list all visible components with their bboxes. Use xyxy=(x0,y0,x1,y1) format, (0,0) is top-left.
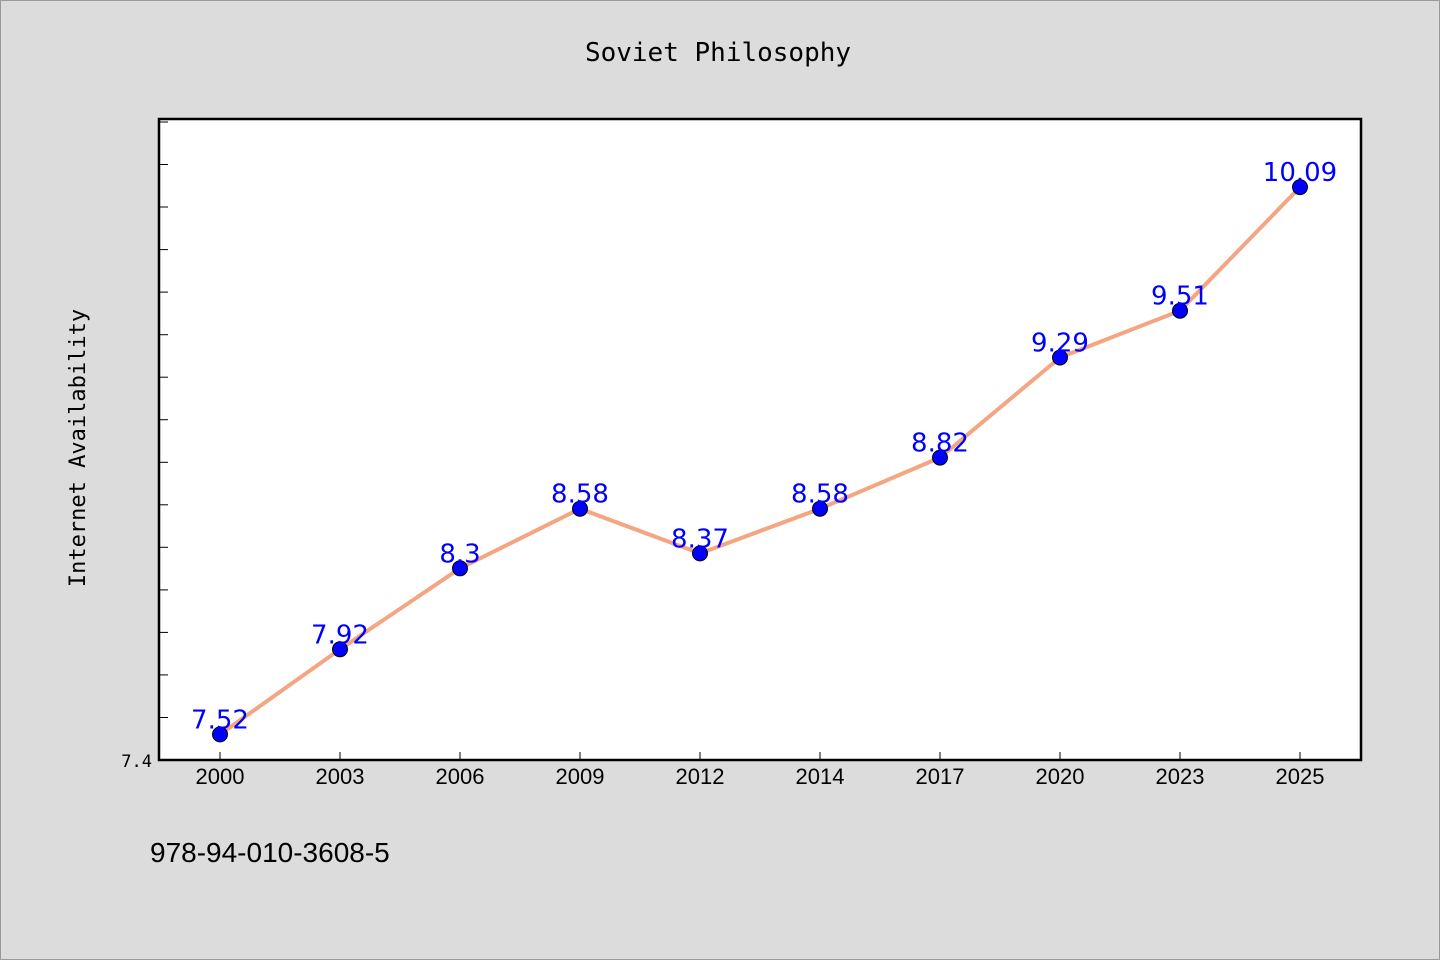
x-tick-label: 2017 xyxy=(916,764,965,789)
series-line xyxy=(218,185,1302,737)
data-point-marker xyxy=(212,726,228,743)
y-axis-ticks xyxy=(159,121,168,718)
data-label: 8.58 xyxy=(551,480,609,510)
data-point-marker xyxy=(1052,349,1068,366)
y-tick-label: 7.4 xyxy=(121,752,152,772)
x-axis-tick-labels: 2000 2003 2006 2009 2012 2014 2017 2020 2023 2025 xyxy=(196,764,1325,789)
x-tick-label: 2009 xyxy=(556,764,605,789)
data-label: 8.58 xyxy=(791,480,849,510)
data-point-marker xyxy=(332,641,348,658)
x-tick-label: 2006 xyxy=(436,764,485,789)
data-label: 8.37 xyxy=(671,524,729,554)
data-point-marker xyxy=(692,545,708,562)
y-axis-label: Internet Availability xyxy=(66,309,91,587)
x-tick-label: 2012 xyxy=(676,764,725,789)
x-tick-label: 2014 xyxy=(796,764,845,789)
footnote-text: 978-94-010-3608-5 xyxy=(150,837,390,868)
data-point-marker xyxy=(932,449,948,466)
x-tick-label: 2000 xyxy=(196,764,245,789)
data-label: 8.3 xyxy=(439,539,480,569)
data-label: 9.29 xyxy=(1031,329,1089,359)
plot-area xyxy=(157,117,1363,762)
data-labels: 7.52 7.92 8.3 8.58 8.37 8.58 8.82 9.29 9.51 10.09 xyxy=(191,158,1337,735)
x-tick-label: 2020 xyxy=(1036,764,1085,789)
data-label: 8.82 xyxy=(911,429,969,459)
series-markers xyxy=(212,179,1308,743)
data-point-marker xyxy=(1292,179,1308,196)
data-label: 7.92 xyxy=(311,620,369,650)
x-axis-ticks xyxy=(219,752,1301,760)
data-label: 7.52 xyxy=(191,705,249,735)
x-tick-label: 2003 xyxy=(316,764,365,789)
data-label: 10.09 xyxy=(1263,158,1337,188)
x-tick-label: 2023 xyxy=(1156,764,1205,789)
data-point-marker xyxy=(812,500,828,517)
data-point-marker xyxy=(452,560,468,577)
data-point-marker xyxy=(572,500,588,517)
data-label: 9.51 xyxy=(1151,282,1209,312)
x-tick-label: 2025 xyxy=(1276,764,1325,789)
chart-title: Soviet Philosophy xyxy=(585,38,851,68)
data-point-marker xyxy=(1172,302,1188,319)
